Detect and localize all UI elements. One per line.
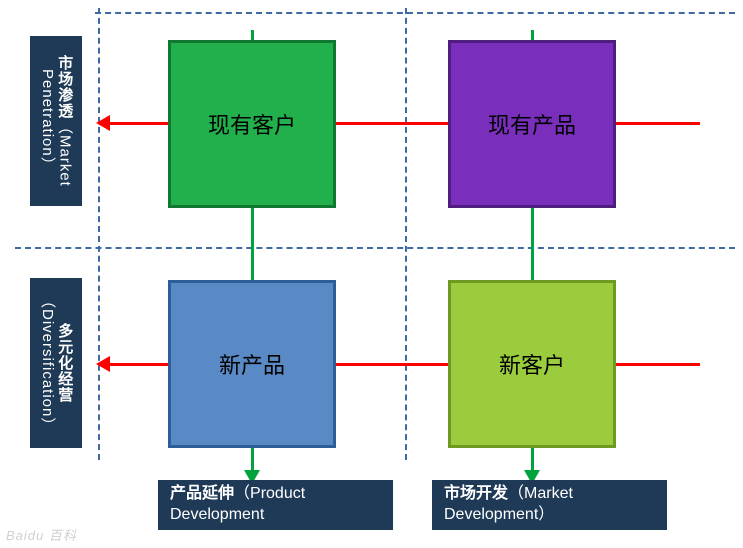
side-label-diversification: 多元化经营（Diversification） xyxy=(30,278,82,448)
box-existing-products: 现有产品 xyxy=(448,40,616,208)
box-label: 现有产品 xyxy=(488,108,576,140)
side-label-en: （Diversification） xyxy=(39,293,56,433)
red-arrow-row2-head xyxy=(96,356,110,372)
bottom-label-product-development: 产品延伸（Product Development xyxy=(158,480,393,530)
side-label-zh: 市场渗透 xyxy=(56,55,73,119)
dashed-left-line xyxy=(98,8,100,460)
bottom-label-zh: 市场开发 xyxy=(444,485,508,502)
watermark: Baidu 百科 xyxy=(6,525,77,544)
bottom-label-zh: 产品延伸 xyxy=(170,485,234,502)
side-label-market-penetration: 市场渗透（Market Penetration） xyxy=(30,36,82,206)
bottom-label-market-development: 市场开发（Market Development） xyxy=(432,480,667,530)
box-label: 新产品 xyxy=(219,348,285,380)
box-label: 现有客户 xyxy=(208,108,296,140)
side-label-text: 多元化经营（Diversification） xyxy=(39,286,74,440)
bottom-label-text: 产品延伸（Product Development xyxy=(170,484,381,526)
box-existing-customers: 现有客户 xyxy=(168,40,336,208)
side-label-text: 市场渗透（Market Penetration） xyxy=(39,44,74,198)
dashed-mid-vertical xyxy=(405,8,407,460)
ansoff-matrix-diagram: 现有客户 现有产品 新产品 新客户 市场渗透（Market Penetratio… xyxy=(0,0,743,548)
box-new-products: 新产品 xyxy=(168,280,336,448)
dashed-mid-horizontal xyxy=(15,247,735,249)
bottom-label-text: 市场开发（Market Development） xyxy=(444,484,655,526)
box-label: 新客户 xyxy=(499,348,565,380)
red-arrow-row1-head xyxy=(96,115,110,131)
dashed-top-line xyxy=(95,12,735,14)
box-new-customers: 新客户 xyxy=(448,280,616,448)
side-label-zh: 多元化经营 xyxy=(56,323,73,403)
